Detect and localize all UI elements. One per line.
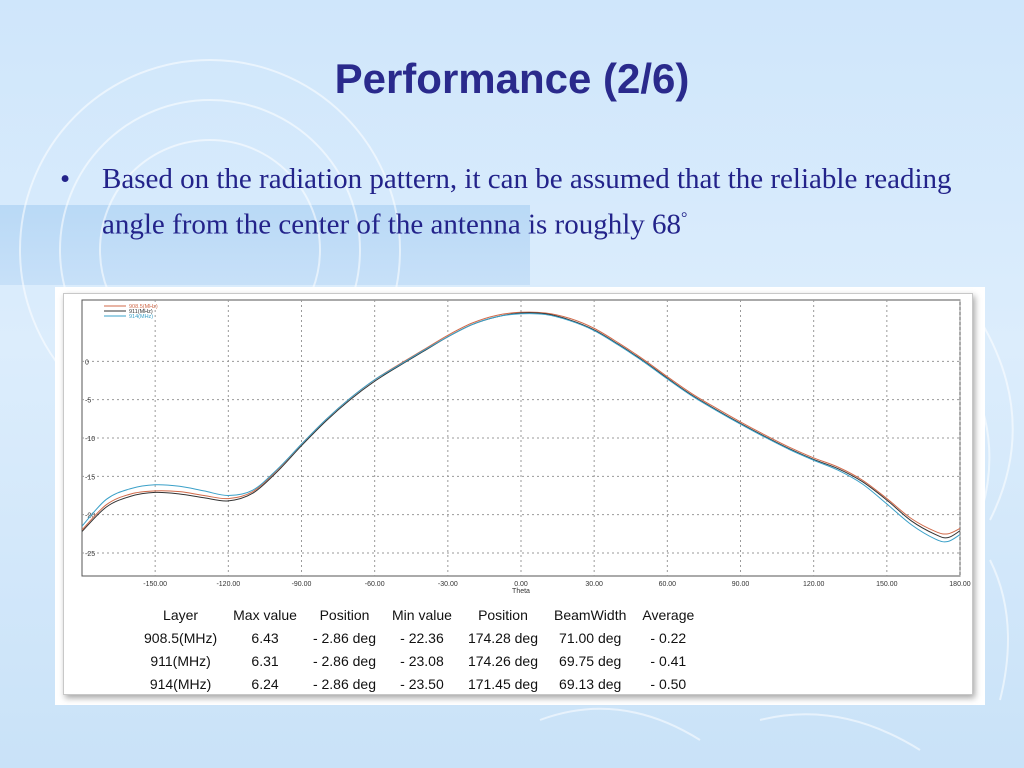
stats-header-cell: Position: [319, 607, 370, 623]
stats-cell: 71.00 deg: [559, 629, 622, 646]
x-tick-label: 0.00: [514, 581, 528, 588]
legend-label: 914(MHz): [129, 314, 153, 320]
stats-cell: - 2.86 deg: [312, 675, 377, 692]
y-tick-label: -5: [85, 398, 91, 405]
stats-cell: - 2.86 deg: [312, 629, 377, 646]
series-line: [82, 313, 960, 543]
x-tick-label: 30.00: [585, 581, 603, 588]
x-tick-label: 120.00: [803, 581, 825, 588]
y-tick-label: -15: [85, 474, 95, 481]
stats-cell: 6.24: [251, 675, 279, 692]
stats-cell: - 2.86 deg: [312, 652, 377, 669]
table-row: 914(MHz) 6.24 - 2.86 deg - 23.50 171.45 deg 6…: [136, 672, 702, 695]
background-band: [0, 205, 530, 285]
stats-cell: 69.75 deg: [559, 652, 622, 669]
y-tick-label: -10: [85, 436, 95, 443]
stats-header-cell: BeamWidth: [554, 607, 627, 623]
stats-body: 908.5(MHz) 6.43 - 2.86 deg - 22.36 174.28 de…: [136, 626, 702, 695]
degree-symbol: °: [681, 210, 688, 227]
bullet-text: Based on the radiation pattern, it can b…: [102, 160, 970, 245]
table-row: 908.5(MHz) 6.43 - 2.86 deg - 22.36 174.28 de…: [136, 626, 702, 649]
stats-header-cell: Min value: [392, 607, 452, 623]
x-axis-label: Theta: [512, 588, 530, 594]
figure-panel: -150.00 -120.00 -90.00 -60.00 -30.00 0.00 30.0…: [63, 293, 973, 695]
stats-cell: 174.26 deg: [467, 652, 539, 669]
radiation-pattern-figure: -150.00 -120.00 -90.00 -60.00 -30.00 0.00 30.0…: [55, 287, 985, 705]
stats-cell: 914(MHz): [149, 675, 212, 692]
x-tick-label: -120.00: [216, 581, 240, 588]
stats-cell: 911(MHz): [150, 652, 211, 669]
x-tick-label: 150.00: [876, 581, 898, 588]
beam-stats-table: Layer Max value Position Min value Position B…: [136, 604, 702, 695]
series-line: [82, 312, 960, 539]
stats-header-cell: Max value: [233, 607, 297, 623]
stats-cell: - 0.41: [650, 652, 687, 669]
x-tick-label: -30.00: [438, 581, 458, 588]
stats-header-cell: Layer: [163, 607, 199, 623]
x-tick-label: -90.00: [292, 581, 312, 588]
bullet-marker: •: [60, 163, 71, 195]
stats-cell: - 22.36: [400, 629, 444, 646]
series-line: [82, 311, 960, 535]
x-tick-label: 90.00: [732, 581, 750, 588]
stats-header-cell: Position: [478, 607, 528, 623]
stats-header-row: Layer Max value Position Min value Position B…: [136, 604, 702, 626]
stats-cell: 6.31: [251, 652, 279, 669]
stats-cell: - 23.08: [400, 652, 444, 669]
x-tick-label: 60.00: [659, 581, 677, 588]
stats-cell: 6.43: [251, 629, 279, 646]
stats-cell: - 0.22: [650, 629, 687, 646]
y-tick-label: -25: [85, 551, 95, 558]
radiation-pattern-chart: -150.00 -120.00 -90.00 -60.00 -30.00 0.00 30.0…: [81, 299, 971, 594]
legend-label: 908.5(MHz): [129, 304, 158, 310]
x-tick-label: 180.00: [949, 581, 971, 588]
bullet-point: • Based on the radiation pattern, it can…: [60, 160, 970, 245]
slide-title: Performance (2/6): [334, 55, 690, 102]
stats-cell: 174.28 deg: [467, 629, 539, 646]
y-tick-label: 0: [85, 359, 89, 366]
stats-cell: - 23.50: [400, 675, 444, 692]
table-row: 911(MHz) 6.31 - 2.86 deg - 23.08 174.26 deg 6…: [136, 649, 702, 672]
stats-header-cell: Average: [642, 607, 695, 623]
stats-cell: 171.45 deg: [467, 675, 539, 692]
stats-cell: 908.5(MHz): [144, 629, 218, 646]
stats-cell: - 0.50: [650, 675, 687, 692]
legend-label: 911(MHz): [129, 309, 153, 315]
x-tick-label: -60.00: [365, 581, 385, 588]
stats-cell: 69.13 deg: [559, 675, 622, 692]
bullet-body: Based on the radiation pattern, it can b…: [102, 163, 952, 241]
x-tick-label: -150.00: [143, 581, 167, 588]
